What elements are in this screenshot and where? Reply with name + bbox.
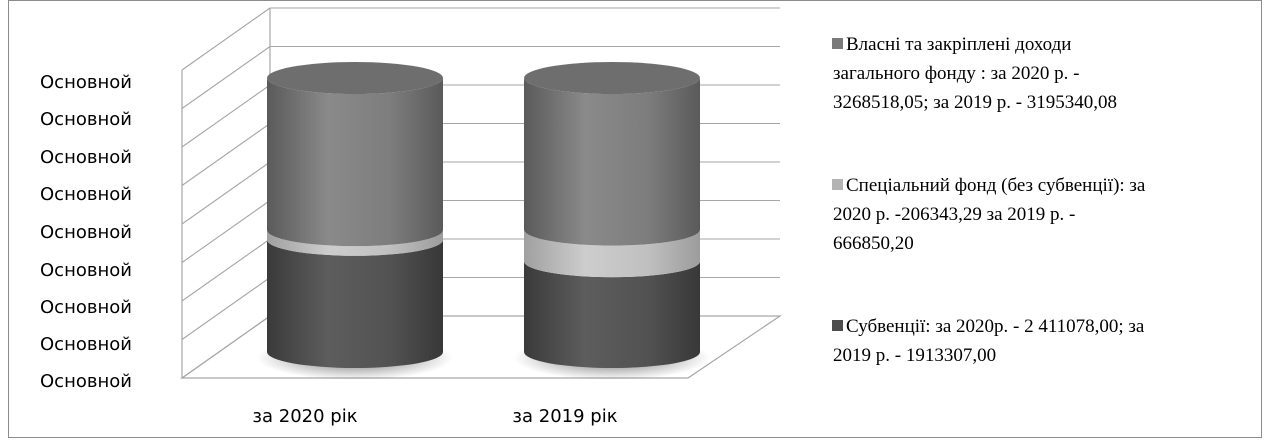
legend-label: 3268518,05; за 2019 р. - 3195340,08 (833, 92, 1117, 113)
gridline (181, 161, 271, 225)
gridline (181, 277, 271, 340)
legend-label: Власні та закріплені доходи (846, 34, 1071, 55)
bar-segment-subventions (267, 239, 443, 368)
bar-segment-subventions (524, 261, 700, 368)
y-tick-label: Основной (40, 109, 132, 130)
gridline (181, 84, 271, 148)
gridline (181, 200, 271, 263)
bar-segment-special-fund (267, 230, 443, 256)
bar-top-cap (267, 62, 443, 94)
bar-segment-own-revenue (267, 78, 443, 247)
bar-segment-special-fund (524, 229, 700, 278)
legend-label: Спеціальний фонд (без субвенції): за (846, 175, 1146, 196)
y-tick-label: Основной (40, 184, 132, 205)
y-tick-label: Основной (40, 260, 132, 281)
legend-label: 2019 р. - 1913307,00 (833, 345, 996, 366)
legend-item-own-revenue: Власні та закріплені доходи загального ф… (832, 34, 1117, 113)
gridline (181, 46, 271, 109)
legend-swatch (832, 320, 843, 331)
gridline (181, 7, 271, 71)
y-tick-label: Основной (40, 297, 132, 318)
y-tick-label: Основной (40, 72, 132, 93)
bar-segment-own-revenue (524, 78, 700, 246)
x-tick-label: за 2019 рік (512, 406, 617, 427)
legend-swatch (832, 179, 843, 190)
legend-item-subventions: Субвенції: за 2020р. - 2 411078,00; за 2… (832, 316, 1145, 366)
gridline (181, 123, 271, 186)
legend-swatch (832, 38, 843, 49)
legend-label: Субвенції: за 2020р. - 2 411078,00; за (846, 316, 1145, 337)
y-tick-label: Основной (40, 222, 132, 243)
y-tick-label: Основной (40, 147, 132, 168)
gridline (181, 315, 271, 379)
cylinder-bar (257, 62, 453, 380)
legend: Власні та закріплені доходи загального ф… (832, 34, 1146, 366)
legend-label: 2020 р. -206343,29 за 2019 р. - (833, 204, 1075, 225)
bar-top-cap (524, 62, 700, 94)
x-tick-label: за 2020 рік (252, 406, 357, 427)
cylinder-bar (514, 62, 710, 380)
y-tick-label: Основной (40, 334, 132, 355)
y-axis-ticks: Основной Основной Основной Основной Осно… (40, 72, 132, 392)
gridline (181, 238, 271, 302)
legend-label: загального фонду : за 2020 р. - (833, 63, 1079, 84)
y-tick-label: Основной (40, 371, 132, 392)
bars (257, 62, 710, 380)
legend-item-special-fund: Спеціальний фонд (без субвенції): за 202… (832, 175, 1146, 254)
legend-label: 666850,20 (833, 233, 914, 254)
